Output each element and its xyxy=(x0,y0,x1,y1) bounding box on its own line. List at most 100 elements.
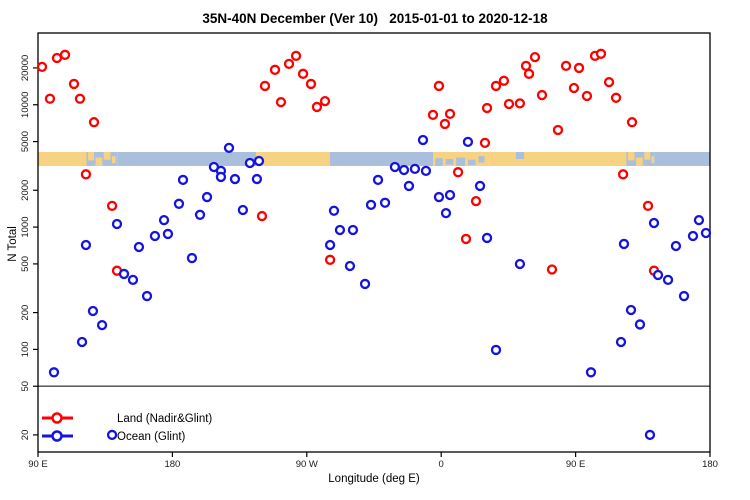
data-point-ocean xyxy=(409,163,421,175)
data-point-land xyxy=(626,117,638,128)
data-point-land xyxy=(275,97,287,108)
data-point-ocean xyxy=(372,174,384,186)
data-point-land xyxy=(74,93,86,104)
data-point-ocean xyxy=(127,274,139,286)
data-point-ocean xyxy=(481,232,493,244)
data-point-ocean xyxy=(162,228,174,240)
x-axis-title: Longitude (deg E) xyxy=(328,473,420,485)
data-point-land xyxy=(498,75,510,86)
data-point-ocean xyxy=(173,198,185,209)
data-point-land xyxy=(283,58,295,69)
map-band-patch-land xyxy=(651,156,654,164)
data-point-ocean xyxy=(462,136,474,148)
data-point-ocean xyxy=(398,164,410,176)
data-point-land xyxy=(269,64,281,75)
data-point-land xyxy=(595,48,607,59)
y-tick-label: 5000 xyxy=(20,131,31,152)
data-point-land xyxy=(106,200,118,212)
data-point-ocean xyxy=(244,157,256,169)
data-point-land xyxy=(470,195,482,207)
data-point-ocean xyxy=(223,142,235,154)
legend-label-land: Land (Nadir&Glint) xyxy=(117,413,212,425)
data-point-ocean xyxy=(644,429,656,441)
legend-symbol-land xyxy=(51,412,63,424)
data-point-ocean xyxy=(237,204,249,216)
data-point-ocean xyxy=(359,278,371,290)
map-band-segment-ocean xyxy=(117,151,257,166)
data-point-ocean xyxy=(96,319,108,331)
data-point-land xyxy=(256,210,268,222)
map-band-patch-ocean xyxy=(430,151,433,166)
map-band-segment-ocean xyxy=(329,151,430,166)
data-point-land xyxy=(305,78,317,90)
data-point-land xyxy=(259,80,271,92)
map-band-patch-land xyxy=(636,157,643,166)
data-point-land xyxy=(68,78,80,90)
data-point-ocean xyxy=(194,209,206,220)
data-point-land xyxy=(311,101,323,113)
data-point-ocean xyxy=(133,241,145,253)
x-tick-label: 180 xyxy=(702,459,718,470)
x-tick-label: 180 xyxy=(164,459,180,470)
map-band-patch-land xyxy=(111,156,116,164)
data-point-land xyxy=(479,137,491,149)
data-point-ocean xyxy=(648,217,660,229)
data-point-ocean xyxy=(158,214,170,226)
map-band-patch-ocean xyxy=(435,158,443,166)
y-tick-label: 10000 xyxy=(20,92,31,118)
data-point-land xyxy=(36,61,48,73)
y-tick-label: 1000 xyxy=(20,217,31,238)
data-point-ocean xyxy=(693,214,705,226)
data-point-ocean xyxy=(141,290,153,302)
data-point-land xyxy=(503,98,515,110)
map-band-patch-land xyxy=(644,151,651,160)
x-tick-label: 90 E xyxy=(28,459,48,470)
data-point-ocean xyxy=(186,252,198,264)
data-point-ocean xyxy=(177,174,189,186)
data-point-ocean xyxy=(618,238,630,250)
chart-title: 35N-40N December (Ver 10) 2015-01-01 to … xyxy=(202,11,548,26)
data-point-ocean xyxy=(379,197,391,208)
legend-label-ocean: Ocean (Glint) xyxy=(117,431,186,443)
data-point-ocean xyxy=(670,240,682,252)
map-band-segment-ocean xyxy=(654,151,710,166)
data-point-ocean xyxy=(678,290,690,302)
data-point-ocean xyxy=(585,367,597,378)
data-point-ocean xyxy=(48,367,60,378)
legend-symbol-ocean xyxy=(51,430,63,442)
data-point-ocean xyxy=(687,230,699,242)
data-point-land xyxy=(439,118,451,130)
data-point-ocean xyxy=(474,180,486,192)
data-point-ocean xyxy=(253,155,265,167)
data-point-ocean xyxy=(417,134,429,146)
data-point-ocean xyxy=(215,171,227,183)
data-point-ocean xyxy=(118,268,130,280)
data-point-ocean xyxy=(347,224,359,236)
map-band-patch-land xyxy=(88,151,94,161)
data-point-ocean xyxy=(389,161,401,173)
data-point-land xyxy=(536,89,548,101)
data-point-land xyxy=(481,102,493,114)
map-band-segment-land xyxy=(38,151,80,166)
data-point-land xyxy=(546,264,558,275)
data-point-land xyxy=(514,98,526,109)
data-point-land xyxy=(51,52,63,64)
map-band-patch-ocean xyxy=(468,159,476,166)
data-point-land xyxy=(290,50,302,62)
map-band-segment-land xyxy=(256,151,330,166)
data-point-ocean xyxy=(652,269,664,281)
y-tick-label: 20 xyxy=(20,430,31,441)
data-point-land xyxy=(568,82,580,94)
y-tick-label: 100 xyxy=(20,341,31,357)
data-point-ocean xyxy=(662,274,674,286)
data-point-ocean xyxy=(625,304,637,316)
data-point-ocean xyxy=(433,191,445,203)
data-point-land xyxy=(642,200,654,212)
y-tick-label: 500 xyxy=(20,256,31,272)
y-tick-label: 50 xyxy=(20,381,31,392)
y-tick-label: 200 xyxy=(20,305,31,321)
map-band-patch-ocean xyxy=(445,158,454,165)
data-point-ocean xyxy=(251,173,263,185)
data-point-land xyxy=(560,60,572,71)
